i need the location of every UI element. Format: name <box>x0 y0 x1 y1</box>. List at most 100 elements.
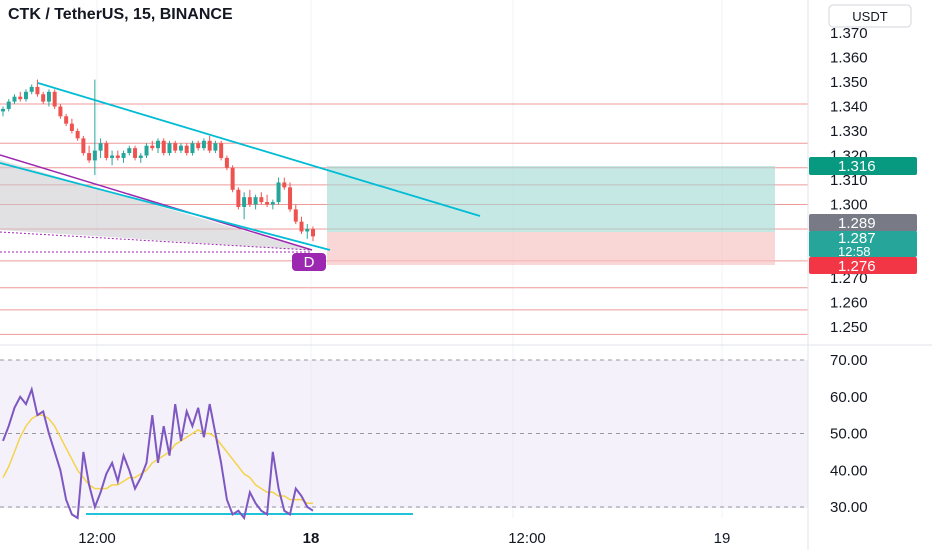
candle[interactable] <box>144 143 149 158</box>
candle[interactable] <box>35 79 40 97</box>
rsi-line[interactable] <box>2 385 314 521</box>
candle-body <box>178 145 183 151</box>
candle[interactable] <box>41 91 46 105</box>
candle-body <box>121 153 126 158</box>
candle-body <box>138 155 143 158</box>
candle[interactable] <box>133 145 138 161</box>
candle[interactable] <box>18 91 23 102</box>
candle[interactable] <box>259 192 264 205</box>
candle[interactable] <box>270 199 275 210</box>
candle[interactable] <box>196 140 201 151</box>
candle[interactable] <box>173 140 178 154</box>
candle-body <box>29 86 34 92</box>
candle[interactable] <box>58 104 63 119</box>
svg-text:1.276: 1.276 <box>838 258 876 275</box>
candle[interactable] <box>242 192 247 220</box>
candle-body <box>236 189 241 207</box>
candle[interactable] <box>167 140 172 156</box>
candle[interactable] <box>190 140 195 156</box>
rsi-axis[interactable]: 70.00 60.00 50.00 40.00 30.00 <box>830 352 868 516</box>
candle[interactable] <box>276 177 281 205</box>
candle[interactable] <box>293 204 298 225</box>
rsi-tick-label: 30.00 <box>830 499 868 516</box>
candle[interactable] <box>184 143 189 156</box>
candle[interactable] <box>75 128 80 141</box>
candle[interactable] <box>12 94 17 105</box>
candle[interactable] <box>121 150 126 163</box>
candle[interactable] <box>230 165 235 193</box>
candle-body <box>110 155 115 158</box>
price-tick-label: 1.300 <box>830 197 868 214</box>
candle[interactable] <box>1 106 5 117</box>
candle-body <box>115 155 120 158</box>
candle[interactable] <box>156 138 160 154</box>
candle[interactable] <box>247 189 252 207</box>
candle-body <box>156 140 160 149</box>
candle[interactable] <box>201 138 206 151</box>
candle-body <box>305 229 310 232</box>
candle[interactable] <box>87 145 92 163</box>
candle[interactable] <box>138 153 143 163</box>
candle-body <box>98 143 103 151</box>
candle[interactable] <box>288 182 293 212</box>
candle[interactable] <box>207 135 212 154</box>
candle[interactable] <box>305 224 310 239</box>
candle[interactable] <box>127 145 132 156</box>
candle[interactable] <box>178 143 183 154</box>
wedge-upper-line[interactable] <box>0 154 313 251</box>
pattern-label[interactable]: D <box>292 253 326 271</box>
candle[interactable] <box>110 150 115 166</box>
trendline-upper[interactable] <box>37 82 481 217</box>
current-price-badge: 1.287 12:58 <box>809 230 917 259</box>
target-zone[interactable] <box>327 166 775 232</box>
candle-body <box>1 108 5 112</box>
candle[interactable] <box>282 177 287 190</box>
candle[interactable] <box>219 140 224 161</box>
candle-body <box>184 145 189 154</box>
candle-body <box>253 197 258 205</box>
candle[interactable] <box>64 113 69 127</box>
svg-text:1.287: 1.287 <box>838 230 876 247</box>
candle[interactable] <box>265 194 270 207</box>
candle-body <box>161 140 166 154</box>
candle-body <box>41 94 46 102</box>
candle[interactable] <box>46 89 51 107</box>
rsi-tick-label: 60.00 <box>830 389 868 406</box>
candle[interactable] <box>29 84 34 95</box>
trendline-lower[interactable] <box>0 162 331 251</box>
candle-body <box>311 229 315 237</box>
candle[interactable] <box>161 138 166 156</box>
candle-body <box>127 148 132 154</box>
candle[interactable] <box>104 140 109 161</box>
candle[interactable] <box>52 89 57 109</box>
candle[interactable] <box>81 135 86 156</box>
candle-body <box>58 106 63 117</box>
candle[interactable] <box>213 140 218 154</box>
time-axis[interactable]: 12:00 18 12:00 19 <box>78 530 730 547</box>
candle[interactable] <box>311 226 315 242</box>
candle-body <box>270 202 275 205</box>
candle[interactable] <box>150 140 155 151</box>
candle-body <box>224 157 229 168</box>
candle-body <box>6 101 11 109</box>
candle[interactable] <box>253 194 258 210</box>
candle[interactable] <box>115 150 120 161</box>
candle-body <box>69 123 74 131</box>
candle[interactable] <box>299 216 304 234</box>
candle[interactable] <box>236 187 241 210</box>
currency-button[interactable]: USDT <box>828 4 912 28</box>
candle[interactable] <box>23 89 28 102</box>
candle-body <box>167 143 172 154</box>
candle[interactable] <box>6 99 11 112</box>
candle[interactable] <box>98 138 103 158</box>
candle[interactable] <box>92 79 97 176</box>
rsi-tick-label: 70.00 <box>830 352 868 369</box>
stop-zone[interactable] <box>327 232 775 265</box>
candle[interactable] <box>69 118 74 134</box>
candle-body <box>242 197 247 207</box>
candle[interactable] <box>224 155 229 171</box>
candle-body <box>259 197 264 203</box>
time-tick-label: 12:00 <box>78 530 116 547</box>
candlestick-series[interactable] <box>1 79 315 242</box>
